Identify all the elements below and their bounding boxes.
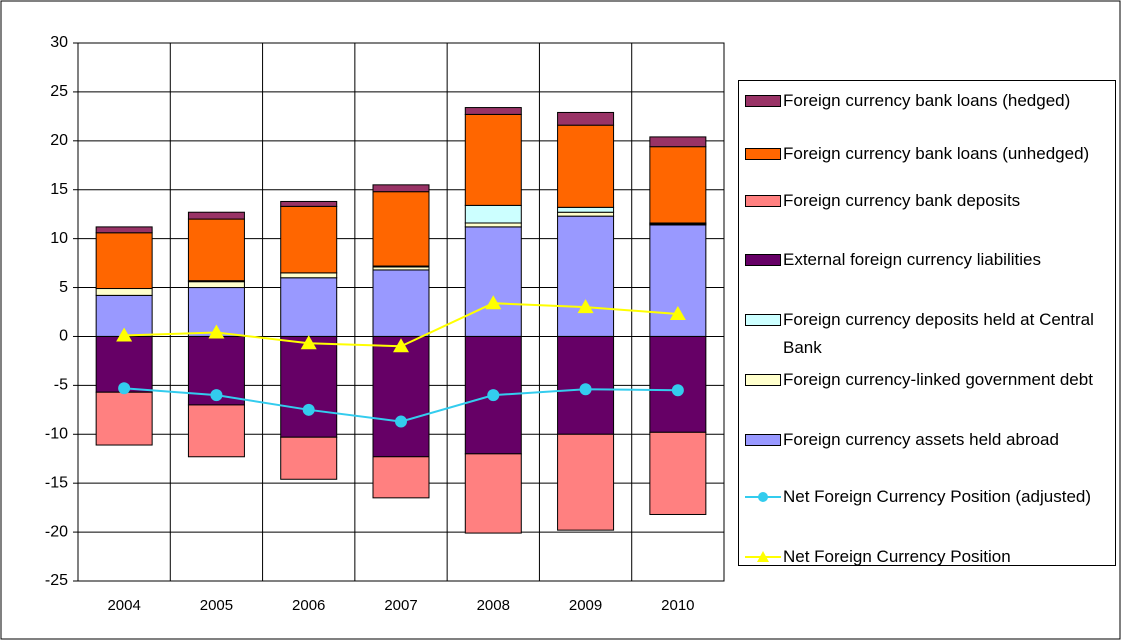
y-tick-label: -10 [45,425,68,442]
bar-segment [464,222,522,228]
bar-segment [464,453,522,534]
bar-segment [372,184,430,193]
bar-segment [557,433,615,531]
legend-swatch [745,195,781,207]
legend-symbol [745,314,781,326]
bar-segment [280,205,338,274]
bar-segment [280,277,338,337]
bar-segment [464,226,522,337]
legend-swatch [745,148,781,160]
bar-segment [280,335,338,438]
legend-label: Net Foreign Currency Position (adjusted) [783,487,1092,506]
bar-segment [464,204,522,224]
bar-segment [187,218,245,282]
legend-symbol [745,551,781,562]
line-marker [208,324,225,339]
legend-marker [757,551,769,562]
bar-segment [557,211,615,217]
legend-swatch [745,254,781,266]
x-tick-label: 2008 [477,597,510,614]
legend-label: Foreign currency bank deposits [783,191,1021,210]
y-tick-label: 30 [50,34,68,51]
line-marker [118,382,131,395]
bar-segment [464,107,522,115]
bar-segment [280,200,338,207]
bar-segment [557,215,615,337]
y-tick-label: -15 [45,474,68,491]
y-tick-label: 20 [50,132,68,149]
bar-segment [557,124,615,208]
bar-segment [649,146,707,224]
y-tick-label: 5 [59,279,68,296]
line-marker [669,305,686,320]
line-marker [487,389,500,402]
line-marker [302,403,315,416]
bar-segment [187,211,245,220]
y-tick-label: -25 [45,572,68,589]
legend-label: Foreign currency deposits held at Centra… [783,310,1094,357]
x-tick-label: 2010 [661,597,694,614]
legend-label: External foreign currency liabilities [783,250,1041,269]
legend-marker [758,492,768,502]
y-tick-label: -20 [45,523,68,540]
legend-symbol [745,148,781,160]
bar-segment [372,269,430,337]
line-marker [579,383,592,396]
bar-segment [464,113,522,206]
bar-segment [95,232,153,290]
legend-swatch [745,314,781,326]
x-tick-label: 2007 [384,597,417,614]
line-marker [116,327,133,342]
y-tick-label: -5 [54,377,68,394]
bar-segment [95,391,153,446]
y-tick-label: 25 [50,83,68,100]
line-marker [671,384,684,397]
bar-segment [95,288,153,296]
line-marker [210,389,223,402]
legend-swatch [745,95,781,107]
line-marker [395,415,407,428]
bar-segment [649,431,707,515]
legend-symbol [745,434,781,446]
x-tick-label: 2009 [569,597,602,614]
bar-segment [187,281,245,289]
line-marker [393,338,409,353]
bar-segment [557,206,615,213]
x-tick-label: 2006 [292,597,325,614]
legend-label: Foreign currency assets held abroad [783,430,1059,449]
line-marker [300,335,317,350]
line-marker [577,299,594,314]
bar-segment [372,456,430,499]
x-tick-label: 2004 [107,597,140,614]
legend-symbol [745,374,781,386]
legend-symbol [745,254,781,266]
legend-label: Net Foreign Currency Position [783,547,1011,566]
bar-segment [280,272,338,279]
legend-swatch [745,374,781,386]
y-tick-label: 10 [50,230,68,247]
x-tick-label: 2005 [200,597,233,614]
bar-segment [649,335,707,433]
y-tick-label: 15 [50,181,68,198]
legend-symbol [745,95,781,107]
legend-label: Foreign currency bank loans (unhedged) [783,144,1090,163]
legend: Foreign currency bank loans (hedged) Fore… [738,80,1116,566]
line-marker [485,295,502,310]
bar-segment [372,191,430,267]
y-tick-label: 0 [59,328,68,345]
bar-segment [649,136,707,148]
legend-swatch [745,434,781,446]
bar-segment [557,111,615,126]
bar-segment [372,335,430,458]
bar-segment [95,226,153,234]
legend-label: Foreign currency-linked government debt [783,370,1093,389]
legend-symbol [745,492,781,502]
bar-segment [187,404,245,458]
bar-segment [280,436,338,480]
legend-symbol [745,195,781,207]
legend-label: Foreign currency bank loans (hedged) [783,91,1071,110]
